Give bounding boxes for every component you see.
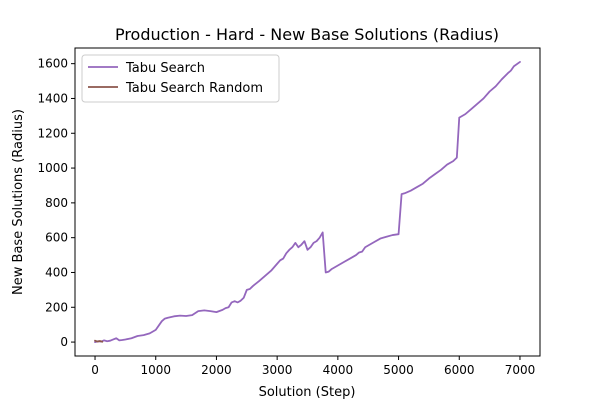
legend: Tabu Search Tabu Search Random <box>81 54 280 103</box>
y-tick-label: 0 <box>60 335 68 349</box>
y-tick-label: 200 <box>45 300 68 314</box>
y-axis-label: New Base Solutions (Radius) <box>11 109 26 295</box>
y-tick-label: 800 <box>45 196 68 210</box>
y-tick-label: 1400 <box>37 91 68 105</box>
x-tick-label: 3000 <box>262 363 293 377</box>
plot-area <box>94 61 521 343</box>
x-tick-label: 4000 <box>323 363 354 377</box>
legend-label-tabu-search-random: Tabu Search Random <box>125 81 263 96</box>
x-tick-label: 1000 <box>140 363 171 377</box>
y-axis: 0 200 400 600 800 1000 1200 1400 1600 <box>37 57 75 349</box>
x-axis: 0 1000 2000 3000 4000 5000 6000 7000 <box>91 356 535 377</box>
x-tick-label: 7000 <box>505 363 536 377</box>
y-tick-label: 1200 <box>37 126 68 140</box>
x-tick-label: 2000 <box>201 363 232 377</box>
x-tick-label: 0 <box>91 363 99 377</box>
series-line-tabu-search <box>94 61 521 343</box>
chart-title: Production - Hard - New Base Solutions (… <box>115 25 499 44</box>
y-tick-label: 1000 <box>37 161 68 175</box>
x-tick-label: 5000 <box>383 363 414 377</box>
x-axis-label: Solution (Step) <box>259 385 356 400</box>
x-tick-label: 6000 <box>444 363 475 377</box>
y-tick-label: 600 <box>45 231 68 245</box>
series-line-tabu-search-random <box>94 339 104 343</box>
y-tick-label: 1600 <box>37 57 68 71</box>
legend-box <box>81 54 280 103</box>
axes-frame <box>74 47 541 357</box>
legend-label-tabu-search: Tabu Search <box>125 61 205 76</box>
y-tick-label: 400 <box>45 265 68 279</box>
